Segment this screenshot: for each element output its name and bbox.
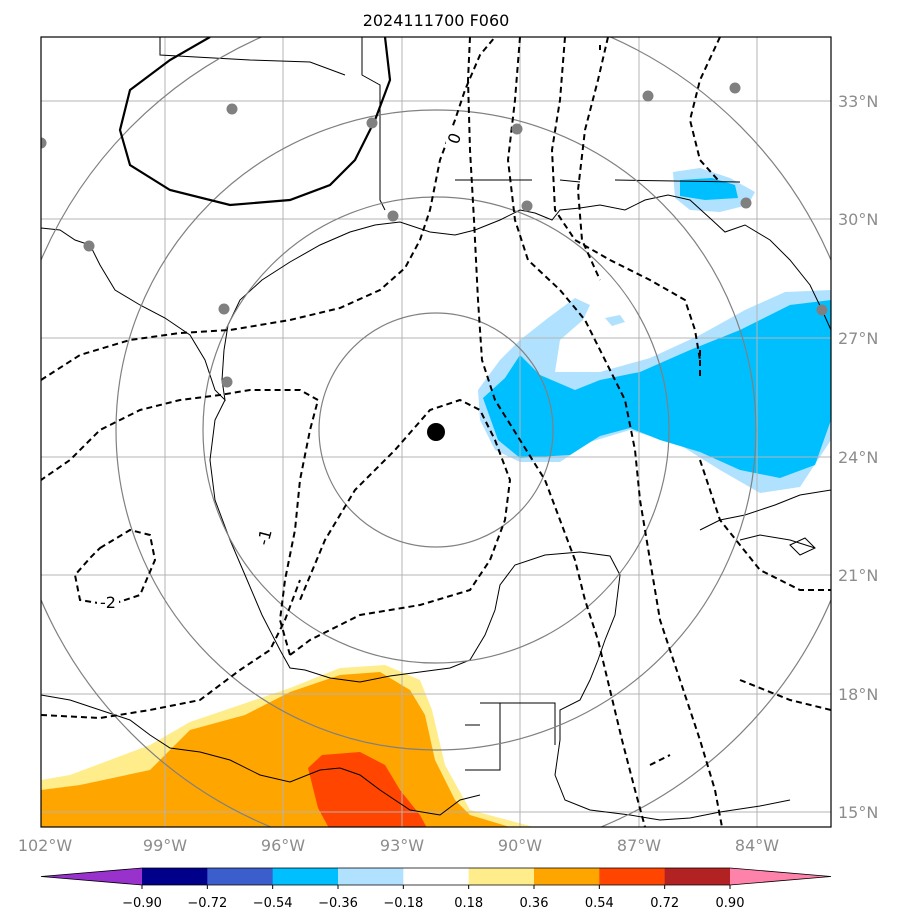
dashed-contours bbox=[41, 37, 831, 827]
lat-label: 30°N bbox=[838, 210, 878, 229]
colorbar-swatch bbox=[534, 868, 600, 885]
station-marker bbox=[729, 82, 741, 94]
colorbar-swatch bbox=[338, 868, 404, 885]
station-marker bbox=[218, 303, 230, 315]
map-title: 2024111700 F060 bbox=[363, 11, 510, 30]
lat-label: 18°N bbox=[838, 685, 878, 704]
station-marker bbox=[642, 90, 654, 102]
colorbar-extend-high bbox=[730, 868, 831, 885]
colorbar: −0.90 −0.72 −0.54 −0.36 −0.18 0.18 0.36 0.54 0.7… bbox=[40, 867, 832, 911]
colorbar-tick-label: −0.54 bbox=[253, 896, 293, 911]
station-marker bbox=[521, 200, 533, 212]
contour-label: -1 bbox=[253, 527, 275, 547]
station-marker bbox=[740, 197, 752, 209]
station-markers bbox=[41, 82, 828, 388]
lat-label: 21°N bbox=[838, 566, 878, 585]
colorbar-swatch bbox=[403, 868, 470, 885]
station-marker bbox=[41, 137, 47, 149]
colorbar-extend-low bbox=[41, 868, 142, 885]
station-marker bbox=[221, 376, 233, 388]
station-marker bbox=[366, 117, 378, 129]
station-marker bbox=[83, 240, 95, 252]
lon-label: 84°W bbox=[735, 836, 779, 855]
contour-labels: 0 -1 -2 bbox=[97, 128, 465, 612]
storm-center-marker bbox=[427, 423, 445, 441]
lon-label: 90°W bbox=[498, 836, 542, 855]
latitude-labels: 33°N 30°N 27°N 24°N 21°N 18°N 15°N bbox=[838, 92, 878, 822]
lat-label: 24°N bbox=[838, 448, 878, 467]
lat-label: 33°N bbox=[838, 92, 878, 111]
range-rings bbox=[41, 37, 831, 827]
contour-label: -2 bbox=[100, 593, 116, 612]
map-border bbox=[40, 36, 832, 828]
station-marker bbox=[387, 210, 399, 222]
graticule bbox=[41, 37, 831, 827]
lon-label: 102°W bbox=[18, 836, 73, 855]
station-marker bbox=[816, 304, 828, 316]
colorbar-swatch bbox=[207, 868, 274, 885]
colorbar-tick-label: −0.72 bbox=[187, 896, 227, 911]
colorbar-tick-label: 0.90 bbox=[716, 896, 745, 911]
colorbar-tick-label: −0.36 bbox=[318, 896, 358, 911]
colorbar-swatch bbox=[142, 868, 208, 885]
colorbar-swatch bbox=[272, 868, 339, 885]
longitude-labels: 102°W 99°W 96°W 93°W 90°W 87°W 84°W bbox=[18, 836, 779, 855]
colorbar-swatch bbox=[468, 868, 535, 885]
lon-label: 96°W bbox=[261, 836, 305, 855]
map-content: 0 -1 -2 bbox=[41, 37, 831, 827]
colorbar-tick-label: −0.18 bbox=[383, 896, 423, 911]
colorbar-tick-label: 0.72 bbox=[650, 896, 679, 911]
colorbar-tick-label: 0.36 bbox=[520, 896, 549, 911]
station-marker bbox=[226, 103, 238, 115]
colorbar-tick-label: −0.90 bbox=[122, 896, 162, 911]
station-marker bbox=[511, 123, 523, 135]
colorbar-tick-label: 0.18 bbox=[454, 896, 483, 911]
colorbar-swatch bbox=[664, 868, 731, 885]
lon-label: 99°W bbox=[143, 836, 187, 855]
lat-label: 27°N bbox=[838, 329, 878, 348]
lon-label: 87°W bbox=[617, 836, 661, 855]
positive-anomaly-region bbox=[41, 665, 534, 827]
coastlines bbox=[41, 37, 831, 821]
colorbar-swatch bbox=[599, 868, 666, 885]
lat-label: 15°N bbox=[838, 803, 878, 822]
lon-label: 93°W bbox=[380, 836, 424, 855]
colorbar-tick-label: 0.54 bbox=[585, 896, 614, 911]
